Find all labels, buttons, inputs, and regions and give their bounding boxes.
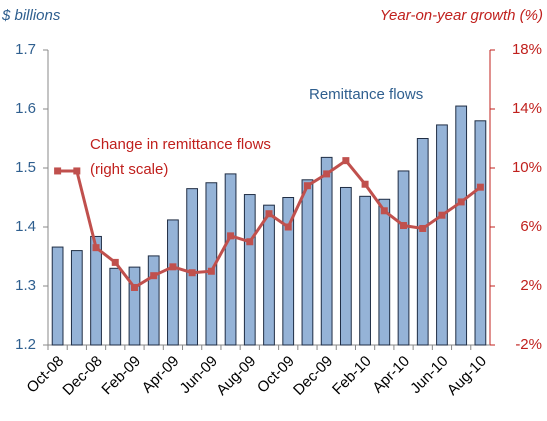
x-tick-label: Jun-09 (177, 353, 221, 397)
marker (400, 222, 408, 230)
marker (73, 167, 81, 175)
y2-tick-label: 10% (512, 159, 542, 176)
marker (361, 180, 369, 188)
bar (455, 105, 468, 346)
bar (301, 179, 314, 346)
marker (54, 167, 62, 175)
x-tick-label: Oct-08 (23, 353, 67, 397)
y-tick-label: 1.5 (15, 159, 36, 176)
bar (263, 204, 275, 346)
marker (476, 183, 484, 191)
bar (378, 198, 391, 346)
marker (284, 223, 292, 231)
bar (128, 266, 141, 346)
y-tick-label: 1.2 (15, 336, 36, 353)
marker (92, 244, 100, 252)
x-tick-label: Oct-09 (254, 353, 298, 397)
marker (130, 283, 138, 291)
y2-tick-label: -2% (515, 336, 542, 353)
marker (227, 232, 235, 240)
bar (186, 188, 199, 346)
bar (90, 235, 102, 346)
y2-axis-title: Year-on-year growth (%) (380, 7, 543, 24)
y2-tick-label: 14% (512, 100, 542, 117)
x-tick-label: Feb-10 (329, 353, 375, 399)
marker (111, 258, 119, 266)
marker (457, 198, 465, 206)
marker (169, 263, 177, 271)
y-tick-label: 1.7 (15, 41, 36, 58)
marker (150, 272, 158, 280)
bar (474, 120, 487, 346)
y-tick-label: 1.6 (15, 100, 36, 117)
bar (70, 250, 83, 346)
marker (342, 157, 350, 165)
bar (147, 255, 160, 346)
bar (51, 246, 64, 346)
marker (380, 207, 388, 215)
y2-tick-label: 2% (520, 277, 542, 294)
marker (438, 211, 446, 219)
bar (282, 197, 295, 346)
x-tick-label: Jun-10 (407, 353, 451, 397)
y-tick-label: 1.4 (15, 218, 36, 235)
y2-tick-label: 18% (512, 41, 542, 58)
annotation: (right scale) (90, 161, 168, 178)
bar (243, 194, 256, 346)
annotation: Remittance flows (309, 86, 423, 103)
bar (416, 138, 429, 346)
bar (320, 156, 333, 346)
bar (436, 124, 448, 346)
x-tick-label: Apr-10 (369, 353, 413, 397)
marker (323, 170, 331, 178)
bar (109, 267, 122, 346)
marker (265, 210, 273, 218)
bar (339, 186, 352, 346)
marker (246, 238, 254, 246)
x-tick-label: Aug-09 (213, 353, 259, 399)
marker (303, 182, 311, 190)
bar (224, 173, 237, 346)
x-tick-label: Dec-09 (290, 353, 336, 399)
marker (207, 267, 215, 275)
bar (359, 195, 371, 346)
bar (167, 219, 179, 346)
x-tick-label: Aug-10 (444, 353, 490, 399)
marker (419, 224, 427, 232)
y-axis-title: $ billions (1, 7, 61, 24)
x-tick-label: Feb-09 (98, 353, 144, 399)
y-tick-label: 1.3 (15, 277, 36, 294)
y2-tick-label: 6% (520, 218, 542, 235)
x-tick-label: Apr-09 (139, 353, 183, 397)
annotation: Change in remittance flows (90, 136, 271, 153)
bar (397, 170, 410, 346)
marker (188, 269, 196, 277)
x-tick-label: Dec-08 (59, 353, 105, 399)
